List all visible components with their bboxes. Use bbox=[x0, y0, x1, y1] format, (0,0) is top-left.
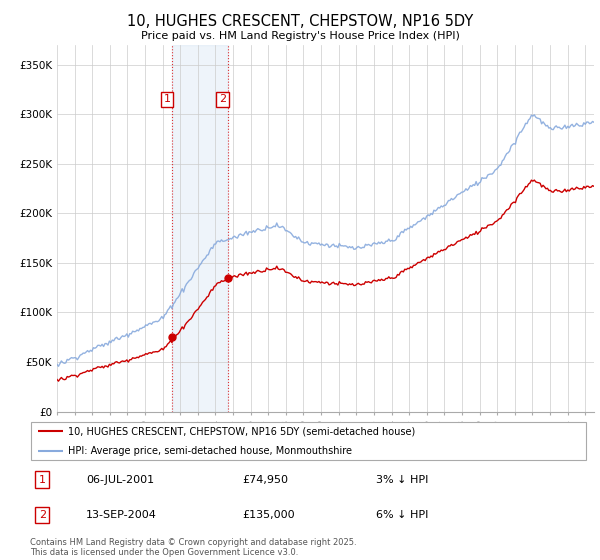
Text: 10, HUGHES CRESCENT, CHEPSTOW, NP16 5DY: 10, HUGHES CRESCENT, CHEPSTOW, NP16 5DY bbox=[127, 14, 473, 29]
Text: 2: 2 bbox=[39, 510, 46, 520]
FancyBboxPatch shape bbox=[31, 422, 586, 460]
Text: HPI: Average price, semi-detached house, Monmouthshire: HPI: Average price, semi-detached house,… bbox=[68, 446, 352, 456]
Text: 1: 1 bbox=[39, 475, 46, 484]
Text: 1: 1 bbox=[163, 94, 170, 104]
Text: 6% ↓ HPI: 6% ↓ HPI bbox=[376, 510, 428, 520]
Text: 2: 2 bbox=[219, 94, 226, 104]
Text: 13-SEP-2004: 13-SEP-2004 bbox=[86, 510, 157, 520]
Text: Contains HM Land Registry data © Crown copyright and database right 2025.
This d: Contains HM Land Registry data © Crown c… bbox=[30, 538, 356, 557]
Text: Price paid vs. HM Land Registry's House Price Index (HPI): Price paid vs. HM Land Registry's House … bbox=[140, 31, 460, 41]
Text: £135,000: £135,000 bbox=[242, 510, 295, 520]
Text: 06-JUL-2001: 06-JUL-2001 bbox=[86, 475, 154, 484]
Bar bbox=[172, 45, 228, 412]
Text: £74,950: £74,950 bbox=[242, 475, 288, 484]
Text: 10, HUGHES CRESCENT, CHEPSTOW, NP16 5DY (semi-detached house): 10, HUGHES CRESCENT, CHEPSTOW, NP16 5DY … bbox=[68, 426, 415, 436]
Text: 3% ↓ HPI: 3% ↓ HPI bbox=[376, 475, 428, 484]
